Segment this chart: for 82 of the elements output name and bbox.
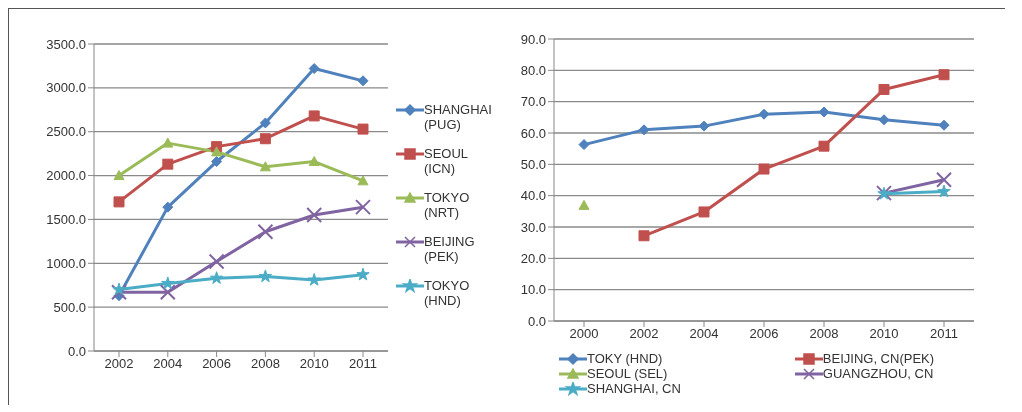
legend-label: SEOUL (ICN) bbox=[424, 146, 469, 176]
point bbox=[698, 206, 710, 218]
point bbox=[113, 196, 125, 208]
legend-label: BEIJING (PEK) bbox=[424, 234, 476, 264]
legend-label: TOKYO (HND) bbox=[424, 278, 471, 308]
point bbox=[357, 75, 369, 87]
point bbox=[306, 207, 323, 224]
legend-label: BEIJING, CN(PEK) bbox=[822, 351, 935, 366]
point bbox=[209, 271, 224, 284]
legend-label: SHANGHAI (PUG) bbox=[424, 102, 493, 132]
y-tick-label: 40.0 bbox=[520, 188, 546, 204]
point bbox=[938, 119, 950, 131]
point bbox=[638, 230, 650, 242]
point bbox=[937, 184, 951, 198]
x-tick-label: 2000 bbox=[569, 326, 599, 342]
x-tick-label: 2008 bbox=[250, 356, 280, 372]
point bbox=[357, 175, 369, 186]
point bbox=[308, 156, 320, 167]
point bbox=[758, 108, 770, 120]
x-tick-label: 2002 bbox=[104, 356, 134, 372]
point bbox=[878, 83, 890, 95]
point bbox=[878, 114, 890, 126]
y-tick-label: 1000.0 bbox=[46, 255, 86, 271]
y-tick-label: 90.0 bbox=[520, 31, 546, 47]
x-tick-label: 2006 bbox=[749, 326, 779, 342]
y-tick-label: 2000.0 bbox=[46, 168, 86, 184]
y-tick-label: 0.0 bbox=[67, 343, 86, 359]
y-tick-label: 1500.0 bbox=[46, 212, 86, 228]
legend-label: SEOUL (SEL) bbox=[587, 366, 668, 381]
point bbox=[308, 63, 320, 75]
y-tick-label: 2500.0 bbox=[46, 124, 86, 140]
legend-label: TOKY (HND) bbox=[587, 351, 663, 366]
point bbox=[357, 123, 369, 135]
point bbox=[162, 158, 174, 170]
y-tick-label: 80.0 bbox=[520, 62, 546, 78]
point bbox=[355, 199, 371, 216]
legend-label: SHANGHAI, CN bbox=[587, 381, 681, 396]
x-tick-label: 2004 bbox=[153, 356, 183, 372]
point bbox=[308, 110, 320, 122]
x-tick-label: 2011 bbox=[349, 356, 377, 372]
point bbox=[257, 223, 274, 240]
point bbox=[578, 139, 590, 151]
point bbox=[307, 272, 321, 286]
point bbox=[112, 282, 126, 296]
point bbox=[211, 146, 223, 157]
point bbox=[111, 284, 127, 301]
y-tick-label: 0.0 bbox=[527, 313, 546, 329]
point bbox=[259, 117, 271, 129]
x-tick-label: 2010 bbox=[869, 326, 899, 342]
legend-label: GUANGZHOU, CN bbox=[822, 366, 934, 381]
point bbox=[113, 170, 125, 181]
y-tick-label: 30.0 bbox=[520, 219, 546, 235]
y-tick-label: 3500.0 bbox=[46, 36, 86, 52]
y-tick-label: 50.0 bbox=[520, 156, 546, 172]
point bbox=[162, 201, 174, 213]
point bbox=[758, 163, 770, 175]
x-tick-label: 2011 bbox=[930, 326, 958, 342]
point bbox=[259, 133, 271, 145]
point bbox=[938, 69, 950, 81]
y-tick-label: 500.0 bbox=[53, 299, 86, 315]
x-tick-label: 2010 bbox=[299, 356, 329, 372]
point bbox=[258, 269, 273, 283]
point bbox=[161, 276, 175, 290]
x-tick-label: 2004 bbox=[689, 326, 719, 342]
point bbox=[356, 267, 370, 281]
point bbox=[259, 161, 271, 172]
point bbox=[211, 156, 223, 168]
point bbox=[208, 253, 225, 270]
point bbox=[162, 137, 174, 148]
x-tick-label: 2006 bbox=[202, 356, 232, 372]
y-tick-label: 60.0 bbox=[520, 125, 546, 141]
x-tick-label: 2002 bbox=[629, 326, 659, 342]
y-tick-label: 10.0 bbox=[520, 282, 546, 298]
legend-label: TOKYO (NRT) bbox=[424, 190, 471, 220]
y-tick-label: 3000.0 bbox=[46, 80, 86, 96]
x-tick-label: 2008 bbox=[809, 326, 839, 342]
y-tick-label: 20.0 bbox=[520, 250, 546, 266]
y-tick-label: 70.0 bbox=[520, 94, 546, 110]
point bbox=[936, 171, 952, 188]
point bbox=[159, 284, 176, 301]
point bbox=[578, 199, 590, 210]
point bbox=[818, 140, 830, 152]
